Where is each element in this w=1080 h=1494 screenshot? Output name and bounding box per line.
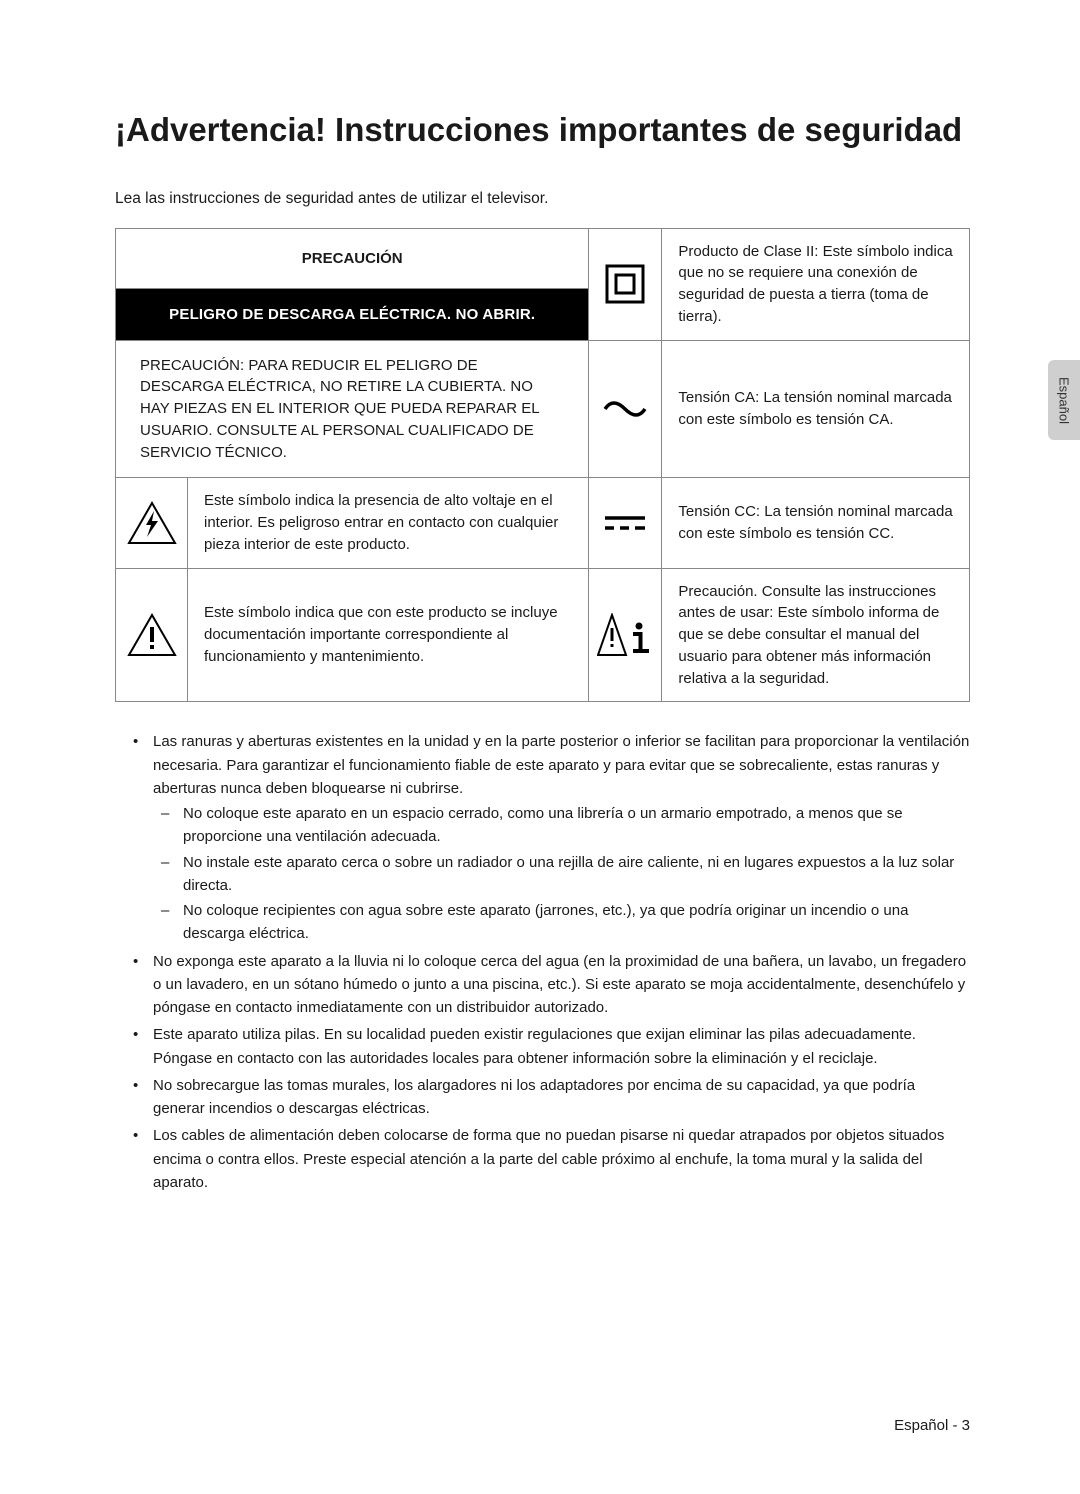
- class2-icon-cell: [589, 228, 662, 340]
- list-item: Este aparato utiliza pilas. En su locali…: [153, 1023, 970, 1070]
- bolt-icon-cell: [116, 478, 188, 568]
- list-item: No coloque este aparato en un espacio ce…: [183, 802, 970, 849]
- exclaim-icon-cell: [116, 568, 188, 702]
- list-item: No sobrecargue las tomas murales, los al…: [153, 1074, 970, 1121]
- side-tab-label: Español: [1057, 377, 1072, 424]
- danger-bar-cell: PELIGRO DE DESCARGA ELÉCTRICA. NO ABRIR.: [116, 289, 589, 340]
- bullet-text: Las ranuras y aberturas existentes en la…: [153, 733, 969, 797]
- class2-icon: [603, 262, 647, 306]
- manual-icon-cell: [589, 568, 662, 702]
- table-row: PRECAUCIÓN Producto de Clase II: Este sí…: [116, 228, 970, 289]
- table-row: Este símbolo indica la presencia de alto…: [116, 478, 970, 568]
- list-item: No exponga este aparato a la lluvia ni l…: [153, 950, 970, 1020]
- page-title: ¡Advertencia! Instrucciones importantes …: [115, 110, 970, 150]
- list-item: Las ranuras y aberturas existentes en la…: [153, 730, 970, 945]
- ac-icon: [601, 397, 649, 421]
- class2-desc-cell: Producto de Clase II: Este símbolo indic…: [662, 228, 970, 340]
- safety-bullet-list: Las ranuras y aberturas existentes en la…: [115, 730, 970, 1194]
- table-row: Este símbolo indica que con este product…: [116, 568, 970, 702]
- lightning-triangle-icon: [127, 501, 177, 545]
- list-item: No coloque recipientes con agua sobre es…: [183, 899, 970, 946]
- table-row: PRECAUCIÓN: PARA REDUCIR EL PELIGRO DE D…: [116, 340, 970, 478]
- list-item: No instale este aparato cerca o sobre un…: [183, 851, 970, 898]
- bolt-desc-cell: Este símbolo indica la presencia de alto…: [188, 478, 589, 568]
- safety-table: PRECAUCIÓN Producto de Clase II: Este sí…: [115, 228, 970, 703]
- intro-paragraph: Lea las instrucciones de seguridad antes…: [115, 190, 970, 208]
- dc-icon: [601, 512, 649, 534]
- caution-header-cell: PRECAUCIÓN: [116, 228, 589, 289]
- caution-body-cell: PRECAUCIÓN: PARA REDUCIR EL PELIGRO DE D…: [116, 340, 589, 478]
- manual-desc-cell: Precaución. Consulte las instrucciones a…: [662, 568, 970, 702]
- ac-icon-cell: [589, 340, 662, 478]
- dc-icon-cell: [589, 478, 662, 568]
- ac-desc-cell: Tensión CA: La tensión nominal marcada c…: [662, 340, 970, 478]
- sub-list: No coloque este aparato en un espacio ce…: [153, 802, 970, 946]
- exclaim-desc-cell: Este símbolo indica que con este product…: [188, 568, 589, 702]
- dc-desc-cell: Tensión CC: La tensión nominal marcada c…: [662, 478, 970, 568]
- list-item: Los cables de alimentación deben colocar…: [153, 1124, 970, 1194]
- exclamation-triangle-icon: [127, 613, 177, 657]
- language-side-tab: Español: [1048, 360, 1080, 440]
- page-footer: Español - 3: [894, 1417, 970, 1434]
- refer-manual-icon: [597, 613, 653, 657]
